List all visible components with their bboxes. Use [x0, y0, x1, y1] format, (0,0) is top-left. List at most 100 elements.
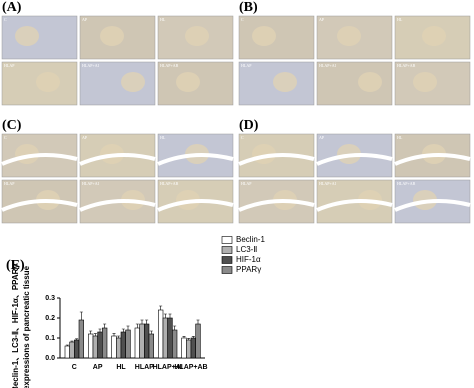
error-bar	[173, 325, 177, 330]
legend-swatch	[221, 246, 233, 254]
vessel	[79, 199, 156, 212]
tile-label: HLAP+AI	[82, 181, 100, 186]
islet	[413, 72, 437, 92]
x-tick-label: AP	[93, 364, 103, 371]
error-bar	[75, 338, 79, 340]
error-bar	[70, 340, 74, 342]
error-bar	[126, 325, 130, 330]
tile-label: HLAP	[4, 181, 15, 186]
vessel	[316, 153, 393, 166]
islet	[358, 72, 382, 92]
tile-label: AP	[82, 17, 88, 22]
bar	[172, 329, 178, 359]
x-tick-label: C	[72, 364, 77, 371]
error-bar	[187, 338, 191, 340]
vessel	[316, 199, 393, 212]
panel-label: (A)	[2, 0, 22, 15]
vessel	[1, 199, 78, 212]
error-bar	[168, 313, 172, 318]
bar	[144, 323, 150, 359]
tile-label: HLAP+AI	[319, 181, 337, 186]
y-tick-label: 0.1	[45, 335, 55, 342]
tile-label: HLAP	[241, 181, 252, 186]
y-axis-label: expressions of pancreatic tissue	[22, 265, 31, 388]
error-bar	[182, 336, 186, 338]
tile-label: HLAP	[4, 63, 15, 68]
bar	[64, 345, 70, 359]
tile-label: HLAP	[241, 63, 252, 68]
islet	[185, 26, 209, 46]
bar	[120, 331, 126, 359]
legend-swatch	[221, 256, 233, 264]
tile-label: HL	[160, 135, 166, 140]
bar	[92, 335, 98, 359]
x-tick-label: HL	[116, 364, 126, 371]
micrograph	[238, 15, 315, 60]
islet	[100, 26, 124, 46]
tile-label: HLAP+AB	[160, 181, 179, 186]
islet	[422, 26, 446, 46]
error-bar	[121, 328, 125, 332]
bar	[190, 337, 196, 359]
tile-label: HL	[397, 17, 403, 22]
bar	[186, 339, 192, 359]
tile-label: C	[241, 135, 244, 140]
error-bar	[93, 333, 97, 336]
panel-label: (B)	[239, 0, 258, 15]
y-tick-label: 0.2	[45, 315, 55, 322]
legend-swatch	[221, 266, 233, 274]
error-bar	[112, 333, 116, 336]
islet	[15, 26, 39, 46]
x-tick-label: HLAP+AI	[153, 364, 183, 371]
legend-label: PPARγ	[236, 265, 261, 274]
vessel	[1, 153, 78, 166]
bar	[181, 337, 187, 359]
bar	[162, 317, 168, 359]
vessel	[238, 153, 315, 166]
islet	[252, 26, 276, 46]
x-tick-label: HLAP+AB	[174, 364, 207, 371]
x-tick-label: HLAP	[135, 364, 154, 371]
bar	[111, 335, 117, 359]
bar	[125, 329, 131, 359]
error-bar	[191, 336, 195, 338]
tile-label: AP	[82, 135, 88, 140]
tile-label: AP	[319, 135, 325, 140]
micrograph	[1, 15, 78, 60]
islet	[273, 72, 297, 92]
bar	[167, 317, 173, 359]
tile-label: HL	[397, 135, 403, 140]
legend-label: LC3-Ⅱ	[236, 245, 257, 254]
legend-label: Beclin-1	[236, 235, 265, 244]
tile-label: C	[4, 17, 7, 22]
tile-label: HLAP+AI	[319, 63, 337, 68]
legend-label: HIF-1α	[236, 255, 261, 264]
tile-label: AP	[319, 17, 325, 22]
error-bar	[163, 313, 167, 318]
tile-label: HLAP+AI	[82, 63, 100, 68]
bar	[74, 339, 80, 359]
tile-label: HLAP+AB	[397, 181, 416, 186]
error-bar	[117, 335, 121, 338]
error-bar	[98, 328, 102, 332]
islet	[176, 72, 200, 92]
y-tick-label: 0.0	[45, 355, 55, 362]
islet	[121, 72, 145, 92]
tile-label: HL	[160, 17, 166, 22]
vessel	[394, 199, 471, 212]
bar	[116, 337, 122, 359]
error-bar	[196, 319, 200, 324]
error-bar	[149, 330, 153, 334]
panel-label: (D)	[239, 118, 259, 133]
bar	[139, 323, 145, 359]
error-bar	[140, 319, 144, 324]
bar	[134, 327, 140, 359]
tile-label: C	[241, 17, 244, 22]
bar	[158, 309, 164, 359]
error-bar	[89, 330, 93, 334]
error-bar	[135, 323, 139, 328]
vessel	[157, 199, 234, 212]
tile-label: HLAP+AB	[397, 63, 416, 68]
